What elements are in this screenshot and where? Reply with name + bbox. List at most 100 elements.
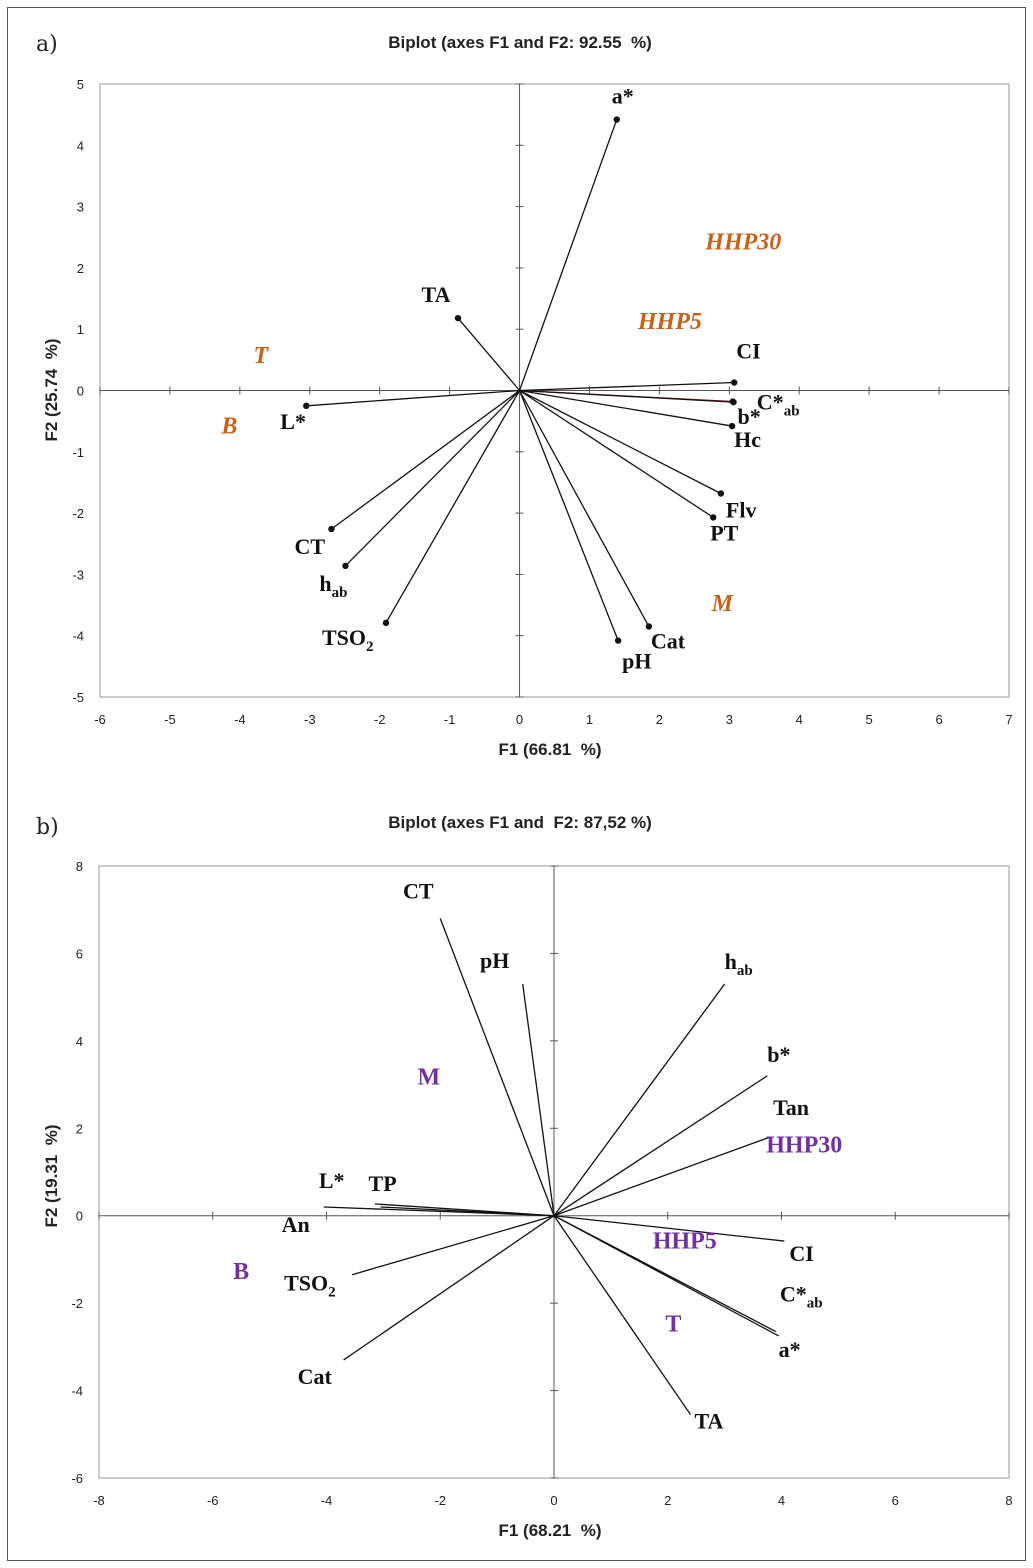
vector-point-TSO2 [382,619,390,627]
observation-label: B [233,1259,249,1285]
y-tick-label: -6 [71,1471,83,1486]
variable-label: An [282,1212,310,1237]
variable-label: C*ab [780,1282,823,1312]
panel-b-title: Biplot (axes F1 and F2: 87,52 %) [388,813,652,832]
vector-TA [553,1215,692,1415]
y-tick-label: 2 [77,261,84,276]
x-tick-label: 2 [656,712,663,727]
variable-label: TSO2 [322,625,374,655]
vector-TSO2 [351,1215,555,1276]
observation-label: T [665,1312,681,1338]
x-tick-label: 1 [586,712,593,727]
vector-CI [553,1215,785,1242]
vector-CT [439,918,555,1216]
variable-label: a* [612,84,634,109]
x-tick-label: 5 [866,712,873,727]
x-tick-label: -3 [304,712,316,727]
variable-label: L* [280,409,306,434]
x-tick-label: -8 [93,1493,105,1508]
vector-Tan [553,1136,771,1217]
vector-bstar [519,389,734,403]
variable-label: CI [736,339,760,364]
vector-point-TA [454,314,462,322]
variable-label: C*ab [757,390,800,420]
vector-CI [519,381,735,392]
variable-label: CI [789,1241,813,1266]
x-tick-label: -6 [94,712,106,727]
vector-Lstar [306,389,520,407]
variable-label: TP [369,1171,397,1196]
vector-point-Hc [728,422,736,430]
y-tick-label: -4 [72,629,84,644]
x-tick-label: -1 [444,712,456,727]
variable-label: hab [725,949,753,979]
variable-label: pH [480,948,509,973]
variable-label: hab [319,571,347,601]
vector-point-Flv [717,490,725,497]
biplot-panel-b: -8 -6 -4 -2 0 2 4 6 8 -6 -4 -2 0 2 4 6 8 CT pH hab b* Tan CI C*… [71,859,1012,1508]
y-tick-label: -3 [72,567,84,582]
x-tick-label: -5 [164,712,176,727]
observation-label: T [253,343,269,369]
variable-label: CT [403,878,434,903]
variable-label: L* [319,1168,345,1193]
x-tick-label: 4 [778,1493,785,1508]
x-tick-label: 4 [796,712,803,727]
variable-label: Hc [734,427,761,452]
vector-TP [380,1206,555,1217]
variable-label: TA [422,282,451,307]
vector-pH [522,983,555,1216]
observation-label: HHP5 [637,309,702,335]
y-tick-label: 8 [76,859,83,874]
variable-label: Cat [298,1364,333,1389]
figure-frame [7,7,1026,1561]
observation-label: HHP30 [704,230,781,256]
y-tick-label: 0 [77,384,84,399]
variable-label: a* [779,1337,801,1362]
x-tick-label: 6 [892,1493,899,1508]
vector-astar [553,1215,779,1337]
y-tick-label: 0 [76,1209,83,1224]
variable-label: Tan [773,1095,809,1120]
vector-TA [457,317,521,391]
vector-TSO2 [385,390,521,624]
x-tick-label: 6 [935,712,942,727]
x-tick-label: 2 [664,1493,671,1508]
y-tick-label: 6 [76,946,83,961]
variable-label: pH [622,649,651,674]
vector-Cat [518,390,650,627]
x-tick-label: 8 [1005,1493,1012,1508]
observation-label: M [418,1065,441,1091]
x-tick-label: 7 [1005,712,1012,727]
variable-label: PT [710,520,738,545]
y-tick-label: 5 [77,77,84,92]
vector-astar [518,119,618,391]
vector-bstar [553,1075,768,1217]
y-tick-label: -1 [72,445,84,460]
vector-pH [518,390,619,641]
x-tick-label: 0 [516,712,523,727]
vector-Cat [343,1215,555,1361]
y-tick-label: -4 [71,1384,83,1399]
observation-label: B [220,413,237,439]
panel-a-label: a) [36,32,58,57]
vector-PT [519,389,714,518]
x-tick-label: -6 [207,1493,219,1508]
panel-b-xlabel: F1 (68.21 %) [498,1521,602,1540]
vector-point-pH [614,637,622,644]
variable-label: TA [695,1409,724,1434]
variable-label: Cat [651,629,686,654]
x-tick-label: 0 [550,1493,557,1508]
vector-point-bstar [730,398,737,406]
vector-Flv [519,389,722,495]
vector-point-Lstar [303,402,310,410]
panel-b-label: b) [36,815,59,840]
x-tick-label: 3 [726,712,733,727]
y-tick-label: -2 [72,506,84,521]
vector-hab [553,983,726,1217]
y-tick-label: 4 [76,1034,83,1049]
biplot-panel-a: -6 -5 -4 -3 -2 -1 0 1 2 3 4 5 6 7 -5 -4 -3 -2 -1 0 1 2 3 4 5 a* TA… [72,77,1012,727]
vector-point-CT [328,525,335,533]
vector-point-astar [613,116,620,123]
